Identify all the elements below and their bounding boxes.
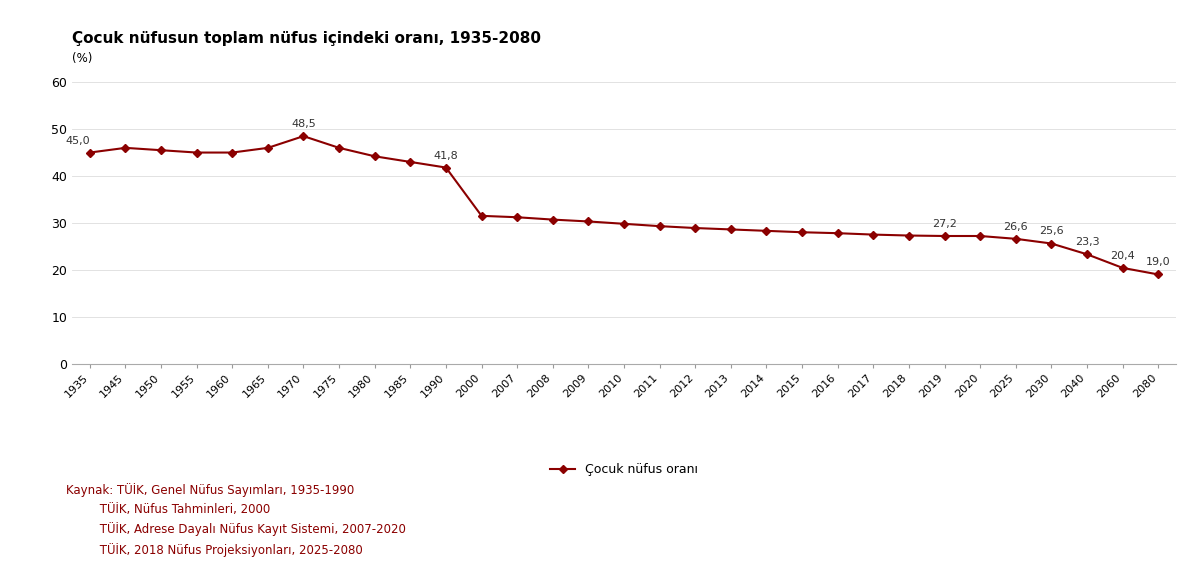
- Text: 20,4: 20,4: [1110, 251, 1135, 261]
- Çocuk nüfus oranı: [901, 232, 916, 239]
- Text: 23,3: 23,3: [1075, 237, 1099, 247]
- Line: Çocuk nüfus oranı: Çocuk nüfus oranı: [88, 133, 1160, 277]
- Çocuk nüfus oranı: [190, 149, 204, 156]
- Çocuk nüfus oranı: [973, 232, 988, 239]
- Çocuk nüfus oranı: [226, 149, 240, 156]
- Text: 48,5: 48,5: [292, 119, 316, 129]
- Çocuk nüfus oranı: [474, 212, 488, 219]
- Text: 41,8: 41,8: [433, 151, 458, 161]
- Çocuk nüfus oranı: [653, 223, 667, 229]
- Text: Çocuk nüfusun toplam nüfus içindeki oranı, 1935-2080: Çocuk nüfusun toplam nüfus içindeki oran…: [72, 31, 541, 46]
- Çocuk nüfus oranı: [403, 158, 418, 165]
- Çocuk nüfus oranı: [760, 227, 774, 234]
- Text: 45,0: 45,0: [65, 136, 90, 145]
- Text: 19,0: 19,0: [1146, 257, 1170, 268]
- Çocuk nüfus oranı: [794, 229, 809, 236]
- Text: 27,2: 27,2: [932, 219, 956, 229]
- Çocuk nüfus oranı: [119, 144, 133, 151]
- Çocuk nüfus oranı: [1115, 265, 1129, 272]
- Çocuk nüfus oranı: [830, 230, 845, 237]
- Çocuk nüfus oranı: [367, 153, 382, 160]
- Çocuk nüfus oranı: [617, 220, 631, 227]
- Çocuk nüfus oranı: [1080, 251, 1094, 258]
- Çocuk nüfus oranı: [937, 232, 952, 239]
- Çocuk nüfus oranı: [83, 149, 97, 156]
- Çocuk nüfus oranı: [1008, 235, 1022, 242]
- Çocuk nüfus oranı: [439, 164, 454, 171]
- Çocuk nüfus oranı: [510, 214, 524, 220]
- Legend: Çocuk nüfus oranı: Çocuk nüfus oranı: [545, 458, 703, 481]
- Text: 26,6: 26,6: [1003, 222, 1028, 232]
- Çocuk nüfus oranı: [546, 216, 560, 223]
- Çocuk nüfus oranı: [866, 231, 881, 238]
- Çocuk nüfus oranı: [1044, 240, 1058, 247]
- Çocuk nüfus oranı: [688, 224, 702, 231]
- Çocuk nüfus oranı: [332, 144, 347, 151]
- Çocuk nüfus oranı: [260, 144, 275, 151]
- Çocuk nüfus oranı: [296, 133, 311, 140]
- Çocuk nüfus oranı: [581, 218, 595, 225]
- Çocuk nüfus oranı: [154, 147, 168, 153]
- Text: Kaynak: TÜİK, Genel Nüfus Sayımları, 1935-1990
         TÜİK, Nüfus Tahminleri, : Kaynak: TÜİK, Genel Nüfus Sayımları, 193…: [66, 483, 406, 557]
- Çocuk nüfus oranı: [1151, 271, 1165, 278]
- Text: (%): (%): [72, 52, 92, 65]
- Text: 25,6: 25,6: [1039, 227, 1063, 236]
- Çocuk nüfus oranı: [724, 226, 738, 233]
